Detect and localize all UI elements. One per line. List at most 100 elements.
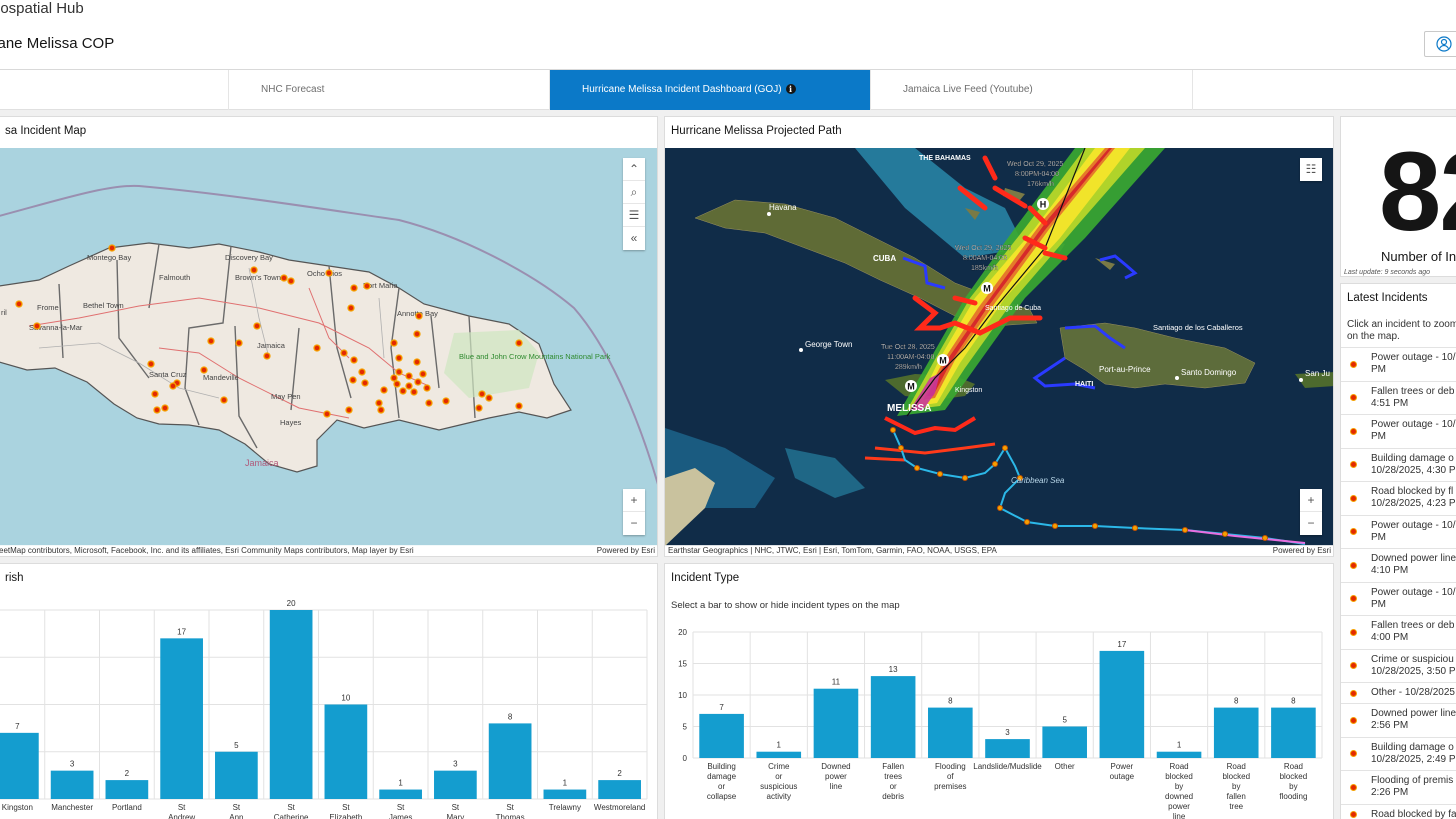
x-tick-label: Fallen trees or debris [882, 762, 904, 801]
incident-type-panel: Incident Type Select a bar to show or hi… [664, 563, 1334, 819]
last-update: Last update: 9 seconds ago [1344, 269, 1431, 276]
tab-nhc-forecast[interactable]: NHC Forecast [228, 70, 549, 110]
zoom-out-icon[interactable]: − [1307, 516, 1315, 530]
jamaica-map: Montego Bay Discovery Bay Ocho Rios Brow… [0, 184, 657, 485]
bar[interactable] [928, 707, 973, 758]
incident-map[interactable]: Montego Bay Discovery Bay Ocho Rios Brow… [0, 148, 657, 546]
incident-dot-icon [1350, 561, 1357, 569]
map-attribution: eetMap contributors, Microsoft, Facebook… [0, 545, 657, 556]
data-label: 20 [287, 599, 296, 608]
bar[interactable] [699, 713, 744, 758]
incident-list-item[interactable]: Other - 10/28/2025 [1341, 682, 1456, 703]
map-label: Frome [37, 303, 59, 312]
app-title: cane Melissa COP [0, 35, 115, 52]
bar[interactable] [379, 789, 422, 799]
incident-list-item[interactable]: Fallen trees or deb 4:00 PM [1341, 615, 1456, 649]
x-tick-label: St Mary [446, 803, 464, 819]
incident-list-item[interactable]: Fallen trees or deb 4:51 PM [1341, 380, 1456, 415]
data-label: 11 [832, 678, 841, 687]
bar[interactable] [1271, 707, 1316, 758]
tab-first[interactable] [0, 70, 228, 110]
incident-count-label: Number of In [1381, 249, 1456, 264]
bar[interactable] [1042, 726, 1087, 759]
bar[interactable] [1099, 650, 1145, 758]
zoom-in-icon[interactable]: + [1300, 489, 1322, 512]
bar[interactable] [598, 780, 641, 799]
bar[interactable] [434, 770, 477, 799]
bar[interactable] [1156, 751, 1202, 758]
bar[interactable] [985, 739, 1030, 758]
parish-bar-chart[interactable]: 7 Kingston 3 Manchester 2 Portland 17 St Andrew 5… [0, 564, 658, 819]
incident-list-item[interactable]: Power outage - 10/ PM [1341, 347, 1456, 381]
incident-text: Power outage - 10/ PM [1371, 352, 1456, 375]
incident-list-item[interactable]: Flooding of premis 2:26 PM [1341, 770, 1456, 804]
forecast-label-1: Wed Oct 29, 2025 [1007, 161, 1063, 168]
bar[interactable] [488, 723, 532, 799]
zoom-in-icon[interactable]: + [623, 489, 645, 512]
y-tick-label: 10 [678, 691, 687, 700]
incident-list-item[interactable]: Building damage o 10/28/2025, 2:49 P [1341, 736, 1456, 771]
chevron-left-icon[interactable]: « [630, 231, 638, 245]
bar[interactable] [105, 780, 149, 799]
incident-list-item[interactable]: Power outage - 10/ PM [1341, 514, 1456, 549]
bar[interactable] [543, 789, 587, 799]
svg-text:M: M [983, 284, 991, 294]
tab-incident-dashboard[interactable]: Hurricane Melissa Incident Dashboard (GO… [549, 70, 870, 110]
collapse-icon[interactable]: ⌃ [623, 158, 645, 181]
tab-jamaica-live-feed[interactable]: Jamaica Live Feed (Youtube) [870, 70, 1192, 110]
map-label: Bethel Town [83, 301, 124, 310]
map-label: Ocho Rios [307, 269, 342, 278]
bar[interactable] [756, 751, 802, 758]
x-tick-label: Kingston [2, 803, 33, 812]
label-havana: Havana [769, 203, 797, 212]
list-icon[interactable]: ☰ [623, 204, 645, 227]
map-label: Falmouth [159, 273, 190, 282]
parish-chart-panel: rish 7 Kingston 3 Manchester 2 Portland 17 St An… [0, 563, 658, 819]
incident-list-item[interactable]: Road blocked by fa [1341, 803, 1456, 819]
satellite-map: H M M M Havana CUBA THE BAHAMAS George T… [665, 148, 1333, 546]
bar[interactable] [50, 770, 94, 799]
incident-type-title: Incident Type [671, 572, 740, 584]
zoom-out-icon[interactable]: − [630, 516, 638, 530]
powered-by-esri[interactable]: Powered by Esri [596, 546, 655, 555]
incident-dot-icon [1350, 750, 1357, 758]
incident-list-item[interactable]: Power outage - 10/ PM [1341, 581, 1456, 616]
bar[interactable] [813, 688, 859, 758]
incident-list-item[interactable]: Crime or suspiciou 10/28/2025, 3:50 P [1341, 648, 1456, 683]
bar[interactable] [215, 751, 258, 799]
data-label: 5 [1062, 716, 1067, 725]
map-tools: ⌃ ⌕ ☰ « [623, 158, 645, 250]
incident-list-item[interactable]: Downed power line 2:56 PM [1341, 703, 1456, 737]
bar[interactable] [1213, 707, 1259, 758]
bar[interactable] [269, 610, 313, 799]
data-label: 1 [777, 741, 782, 750]
x-tick-label: Westmoreland [594, 803, 645, 812]
search-icon[interactable]: ⌕ [623, 181, 645, 204]
tab-last[interactable] [1192, 70, 1456, 110]
x-tick-label: St Elizabeth [329, 803, 362, 819]
incident-type-subtitle: Select a bar to show or hide incident ty… [671, 600, 900, 611]
incident-list-item[interactable]: Building damage o 10/28/2025, 4:30 P [1341, 447, 1456, 482]
x-tick-label: Road blocked by flooding [1279, 762, 1307, 801]
bar[interactable] [870, 676, 916, 758]
bar[interactable] [324, 704, 368, 800]
user-button[interactable] [1424, 31, 1456, 57]
bar[interactable] [0, 732, 39, 799]
label-caribbean-sea: Caribbean Sea [1011, 476, 1065, 485]
bar[interactable] [160, 638, 203, 799]
incident-text: Fallen trees or deb 4:00 PM [1371, 620, 1455, 643]
info-icon: i [785, 84, 796, 95]
y-tick-label: 20 [678, 628, 687, 637]
projected-path-map[interactable]: H M M M Havana CUBA THE BAHAMAS George T… [665, 148, 1333, 546]
powered-by-esri[interactable]: Powered by Esri [1272, 546, 1331, 555]
legend-icon[interactable]: ☷ [1305, 162, 1317, 176]
incident-dot-icon [1350, 716, 1357, 724]
hub-title[interactable]: eospatial Hub [0, 0, 84, 17]
incident-list-item[interactable]: Downed power line 4:10 PM [1341, 548, 1456, 582]
incident-list-item[interactable]: Road blocked by fl 10/28/2025, 4:23 P [1341, 481, 1456, 515]
incident-list-item[interactable]: Power outage - 10/ PM [1341, 414, 1456, 448]
data-label: 5 [234, 741, 239, 750]
svg-text:M: M [939, 356, 947, 366]
incident-text: Road blocked by fl 10/28/2025, 4:23 P [1371, 486, 1456, 509]
